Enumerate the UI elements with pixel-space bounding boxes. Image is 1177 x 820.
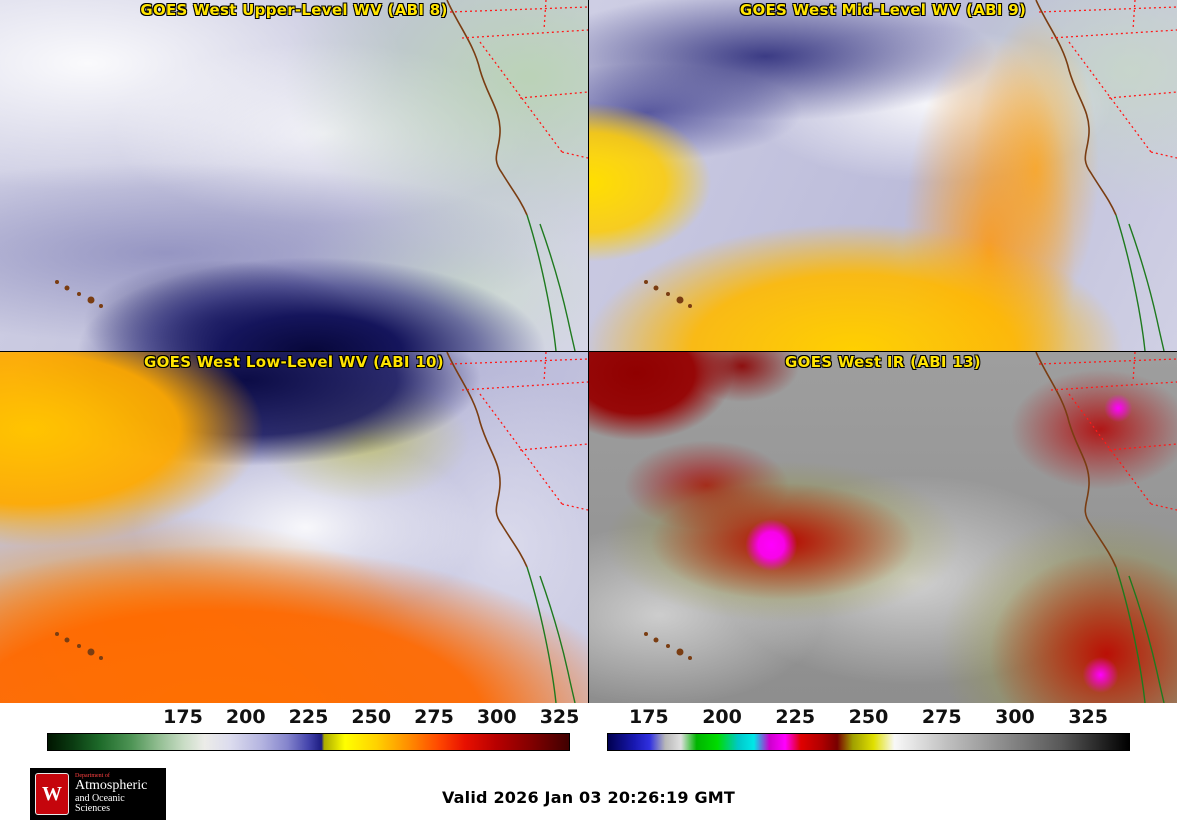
panel-title-low-level-wv: GOES West Low-Level WV (ABI 10) bbox=[144, 353, 444, 371]
ir-colorbar-group: 175 200 225 250 275 300 325 bbox=[607, 703, 1130, 768]
tick-label: 300 bbox=[476, 706, 517, 728]
tick-label: 325 bbox=[1068, 706, 1108, 728]
panel-low-level-wv: GOES West Low-Level WV (ABI 10) bbox=[0, 352, 588, 703]
map-boundaries-overlay bbox=[644, 0, 1177, 351]
tick-label: 275 bbox=[414, 706, 454, 728]
uw-crest-icon: W bbox=[35, 773, 69, 815]
wv-colorbar-ticks: 175 200 225 250 275 300 325 bbox=[47, 703, 579, 733]
tick-label: 250 bbox=[351, 706, 392, 728]
panel-ir: GOES West IR (ABI 13) bbox=[589, 352, 1177, 703]
map-boundaries-overlay bbox=[55, 0, 588, 351]
tick-label: 225 bbox=[775, 706, 816, 728]
tick-label: 300 bbox=[995, 706, 1035, 728]
map-boundaries-overlay bbox=[55, 352, 588, 703]
tick-label: 225 bbox=[288, 706, 329, 728]
aos-logo: W Department of Atmospheric and Oceanic … bbox=[30, 768, 166, 820]
panel-title-ir: GOES West IR (ABI 13) bbox=[785, 353, 981, 371]
ir-colorbar bbox=[607, 733, 1130, 751]
logo-department-label: Department of bbox=[75, 773, 110, 779]
wv-colorbar-group: 175 200 225 250 275 300 325 bbox=[47, 703, 579, 768]
map-boundaries-overlay bbox=[644, 352, 1177, 703]
logo-line1: Atmospheric bbox=[75, 778, 148, 794]
tick-label: 200 bbox=[702, 706, 742, 728]
panel-title-upper-level-wv: GOES West Upper-Level WV (ABI 8) bbox=[140, 1, 448, 19]
logo-line2: and Oceanic Sciences bbox=[75, 792, 125, 815]
footer: W Department of Atmospheric and Oceanic … bbox=[0, 768, 1177, 820]
colorbar-section: 175 200 225 250 275 300 325 175 200 225 … bbox=[0, 703, 1177, 768]
tick-label: 200 bbox=[225, 706, 266, 728]
valid-time-text: Valid 2026 Jan 03 20:26:19 GMT bbox=[441, 788, 736, 807]
aos-logo-text: Department of Atmospheric and Oceanic Sc… bbox=[75, 773, 161, 815]
tick-label: 175 bbox=[628, 706, 669, 728]
tick-label: 250 bbox=[848, 706, 889, 728]
wv-colorbar bbox=[47, 733, 570, 751]
tick-label: 325 bbox=[539, 706, 580, 728]
tick-label: 275 bbox=[921, 706, 962, 728]
quad-panel-grid: GOES West Upper-Level WV (ABI 8) bbox=[0, 0, 1177, 703]
panel-title-mid-level-wv: GOES West Mid-Level WV (ABI 9) bbox=[739, 1, 1027, 19]
hawaii-islands bbox=[644, 280, 692, 308]
hawaii-islands bbox=[55, 632, 103, 660]
hawaii-islands bbox=[644, 632, 692, 660]
hawaii-islands bbox=[55, 280, 103, 308]
panel-mid-level-wv: GOES West Mid-Level WV (ABI 9) bbox=[589, 0, 1177, 351]
ir-colorbar-ticks: 175 200 225 250 275 300 325 bbox=[607, 703, 1130, 733]
panel-upper-level-wv: GOES West Upper-Level WV (ABI 8) bbox=[0, 0, 588, 351]
tick-label: 175 bbox=[163, 706, 203, 728]
